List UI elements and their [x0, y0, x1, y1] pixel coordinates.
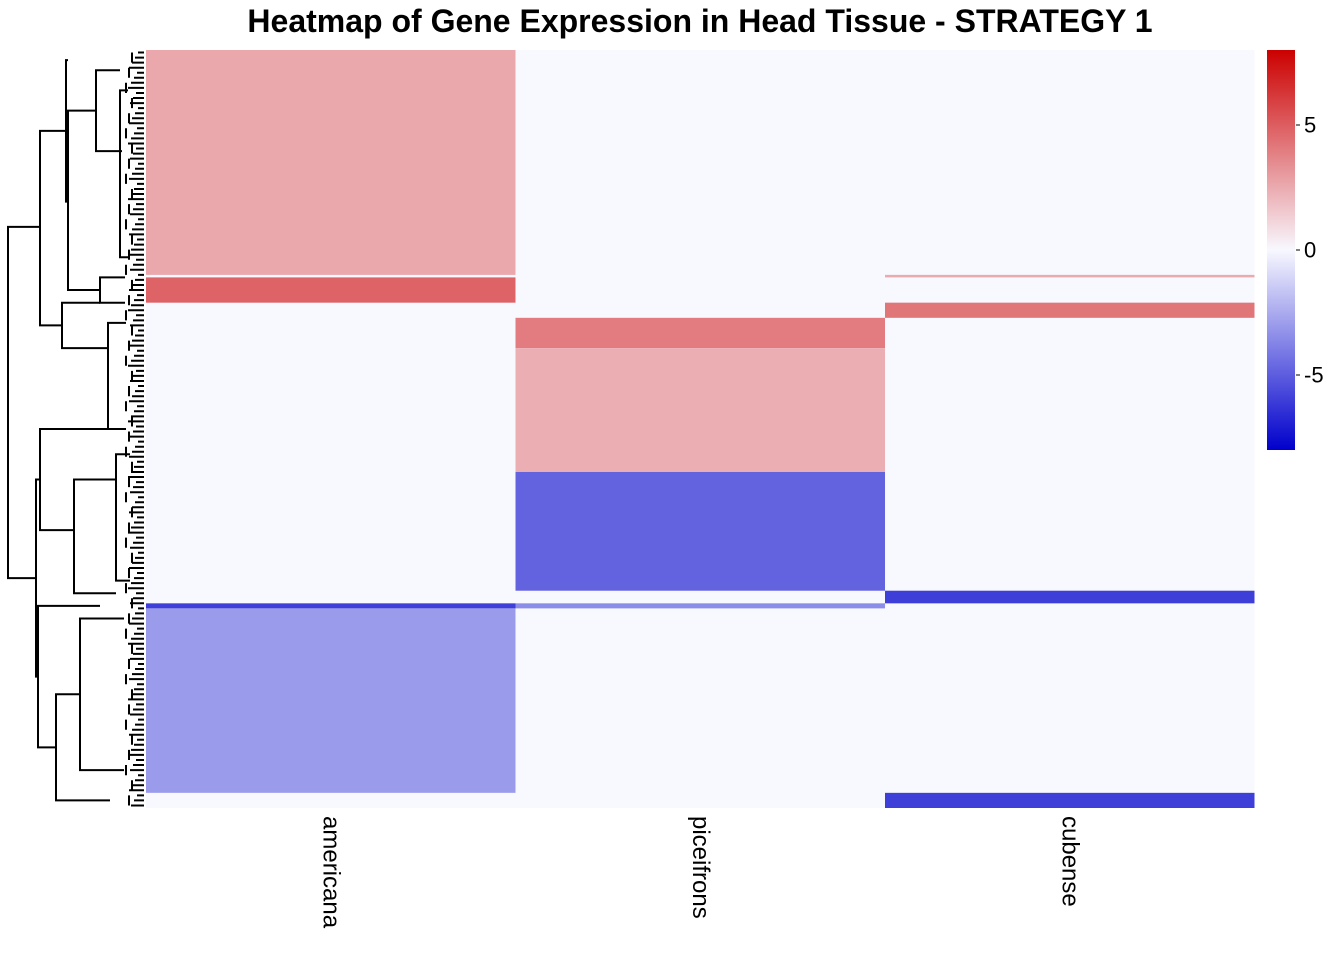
- heatmap-cell-americana-9: [146, 608, 516, 793]
- column-label-americana: americana: [317, 816, 344, 929]
- heatmap-cell-piceifrons-6: [515, 471, 885, 591]
- dendrogram-root: [7, 225, 40, 580]
- chart-title: Heatmap of Gene Expression in Head Tissu…: [247, 3, 1152, 39]
- heatmap-cell-piceifrons-8: [515, 603, 885, 609]
- dendrogram-branch: [95, 69, 122, 153]
- legend-tick-label: 5: [1304, 113, 1316, 138]
- column-label-piceifrons: piceifrons: [687, 816, 714, 919]
- dendrogram-branch: [107, 321, 126, 430]
- dendrogram-branch: [39, 129, 66, 327]
- column-labels: americana piceifrons cubense: [317, 816, 1083, 929]
- dendrogram-branch: [73, 478, 116, 595]
- legend-tick-label: -5: [1304, 363, 1324, 388]
- color-legend: 5 0 -5: [1267, 50, 1324, 450]
- heatmap-column-cubense: [885, 50, 1255, 808]
- dendrogram-branch: [79, 617, 124, 772]
- heatmap-cell-cubense-7: [885, 590, 1255, 604]
- dendrogram-branch: [119, 89, 128, 259]
- heatmap-cell-cubense-1: [885, 274, 1255, 278]
- color-legend-bar: [1267, 50, 1295, 450]
- dendrogram-leaves: [125, 51, 144, 807]
- heatmap-cell-americana-2: [146, 277, 516, 303]
- dendrogram-branch: [61, 301, 108, 350]
- legend-tick-label: 0: [1304, 238, 1316, 263]
- row-dendrogram: [7, 51, 144, 807]
- dendrogram-branch: [37, 604, 100, 749]
- dendrogram-branch: [55, 693, 110, 802]
- dendrogram-branch: [115, 453, 130, 582]
- column-label-cubense: cubense: [1056, 816, 1083, 907]
- heatmap-cell-piceifrons-5: [515, 348, 885, 472]
- heatmap-cells: [146, 50, 1255, 808]
- heatmap-cell-americana-8: [146, 603, 516, 609]
- heatmap-cell-cubense-10: [885, 792, 1255, 808]
- heatmap-cell-americana-0: [146, 50, 516, 275]
- heatmap-cell-piceifrons-4: [515, 317, 885, 349]
- dendrogram-branch: [67, 109, 100, 291]
- heatmap-cell-cubense-3: [885, 302, 1255, 318]
- dendrogram-branch: [99, 276, 125, 304]
